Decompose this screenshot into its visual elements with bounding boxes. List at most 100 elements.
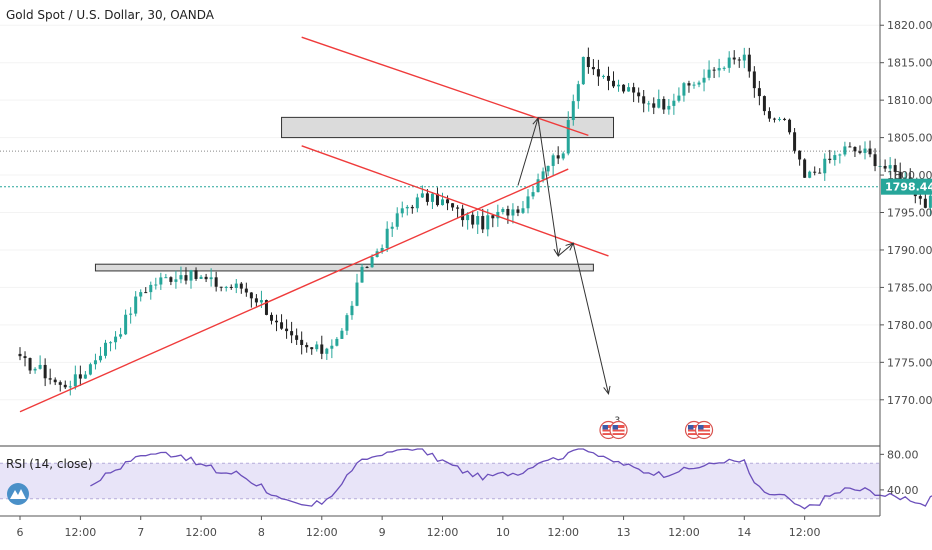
descending-channel-lower[interactable] — [301, 145, 609, 257]
candle — [883, 159, 887, 172]
candle — [858, 145, 862, 155]
resistance-zone[interactable] — [281, 116, 615, 139]
candle — [752, 66, 756, 98]
candle-body — [612, 80, 616, 87]
candle — [506, 205, 510, 224]
candle-body — [119, 334, 123, 337]
candle-body — [305, 344, 309, 348]
candle-body — [33, 368, 37, 371]
candle-body — [48, 378, 52, 380]
price-tick-label: 1810.000 — [887, 94, 932, 107]
economic-event-marker[interactable] — [694, 420, 714, 440]
candle-body — [732, 57, 736, 60]
candle-body — [757, 88, 761, 97]
candle-body — [149, 284, 153, 293]
candle — [435, 187, 439, 207]
descending-channel-upper[interactable] — [301, 36, 589, 137]
candle-body — [521, 208, 525, 213]
candle-body — [546, 165, 550, 172]
candle — [224, 285, 228, 292]
price-tick-label: 1795.000 — [887, 207, 932, 220]
app-logo-icon[interactable] — [7, 483, 29, 505]
candle-body — [783, 118, 787, 120]
candle-body — [83, 374, 87, 379]
last-price-value: 1798.446 — [885, 181, 932, 194]
flag-stripe — [612, 428, 625, 430]
candle — [134, 291, 138, 317]
candle-body — [249, 292, 253, 299]
candle — [83, 371, 87, 379]
candle-body — [290, 331, 294, 336]
candle — [546, 165, 550, 176]
candle-body — [144, 292, 148, 294]
candle-body — [53, 379, 57, 383]
candle-body — [295, 335, 299, 340]
candle — [58, 380, 62, 392]
candle-body — [813, 171, 817, 173]
time-tick-label: 12:00 — [547, 526, 579, 539]
candle — [732, 50, 736, 65]
candle — [38, 355, 42, 370]
candle-body — [843, 146, 847, 155]
candle-body — [269, 314, 273, 321]
flag-stripes — [687, 425, 700, 435]
candle — [647, 100, 651, 112]
candle — [727, 51, 731, 73]
price-tick-label: 1780.000 — [887, 319, 932, 332]
candle — [269, 312, 273, 325]
candle-body — [420, 193, 424, 198]
candle — [199, 274, 203, 279]
candle — [767, 107, 771, 122]
candle — [617, 79, 621, 92]
candle-body — [355, 282, 359, 306]
candle-body — [823, 158, 827, 174]
candle — [742, 47, 746, 69]
candle-body — [254, 298, 258, 303]
flag-stripe — [687, 431, 700, 434]
projection-segment — [572, 243, 609, 394]
candle — [813, 166, 817, 176]
candle-body — [838, 154, 842, 156]
candle — [310, 347, 314, 355]
candle-body — [129, 313, 133, 315]
candle — [48, 368, 52, 385]
flag-canton — [698, 425, 704, 430]
time-tick-label: 8 — [258, 526, 265, 539]
candle — [234, 278, 238, 294]
candle — [687, 80, 691, 93]
candle-body — [451, 203, 455, 208]
candle-body — [134, 296, 138, 314]
candle-body — [717, 67, 721, 71]
candle-body — [697, 82, 701, 85]
candle-body — [370, 257, 374, 268]
candle-body — [154, 284, 158, 286]
candle — [622, 84, 626, 94]
candle — [355, 273, 359, 307]
candle-body — [556, 155, 560, 159]
rsi-title: RSI (14, close) — [6, 457, 92, 471]
candle-body — [43, 364, 47, 379]
rsi-tick-label: 80.00 — [887, 448, 919, 461]
candle — [612, 71, 616, 89]
candle-body — [360, 266, 364, 283]
candle — [707, 60, 711, 81]
candle — [119, 327, 123, 339]
ascending-support-line[interactable] — [19, 168, 569, 413]
candle-body — [798, 150, 802, 160]
candle-body — [340, 330, 344, 339]
candle-body — [617, 84, 621, 87]
projection-arrow[interactable] — [572, 243, 611, 395]
candle — [808, 170, 812, 179]
candle — [788, 118, 792, 135]
candle-body — [169, 277, 173, 282]
candle-body — [672, 100, 676, 106]
candle — [390, 222, 394, 237]
candle-body — [722, 67, 726, 69]
candle-body — [888, 165, 892, 169]
economic-event-marker[interactable] — [609, 420, 628, 440]
arrowhead-icon — [603, 385, 611, 395]
candle-body — [466, 214, 470, 221]
